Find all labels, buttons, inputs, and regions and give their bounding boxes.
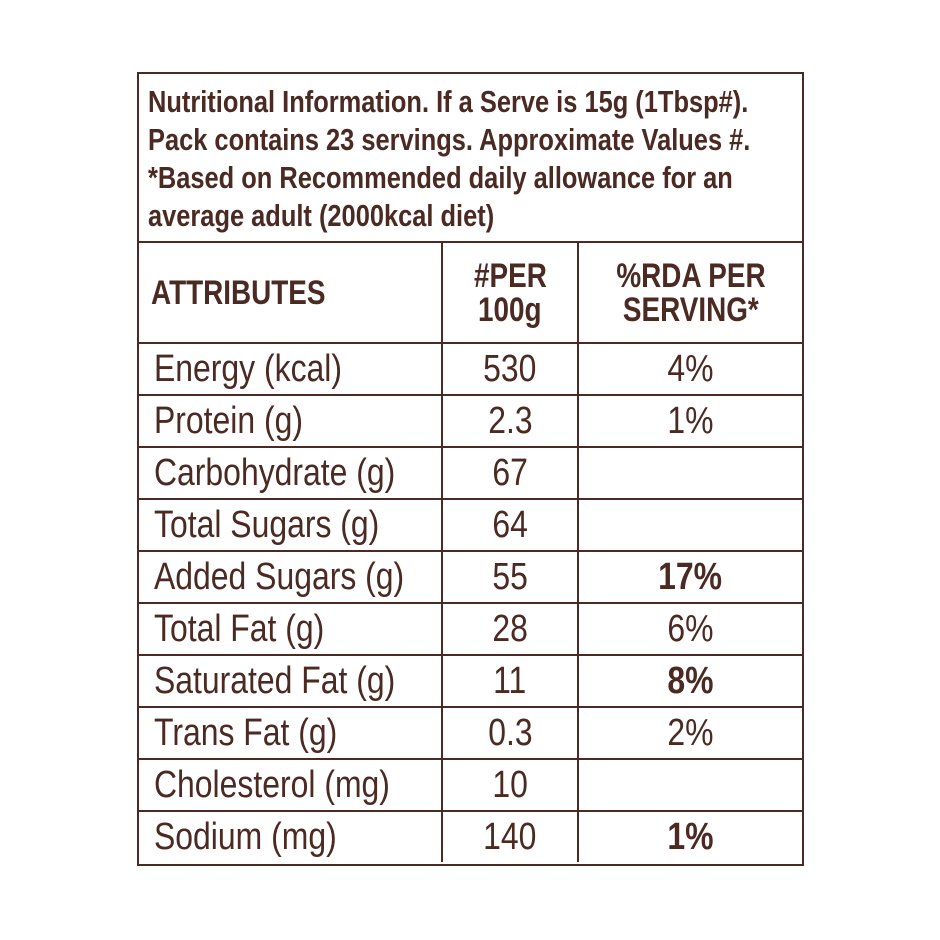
nutrient-name: Carbohydrate (g) [139, 446, 443, 500]
nutrient-name: Added Sugars (g) [139, 550, 443, 604]
per-100g-value: 2.3 [441, 394, 579, 448]
rda-per-serving-value [577, 498, 802, 552]
nutrient-name: Total Sugars (g) [139, 498, 443, 552]
per-100g-value: 64 [441, 498, 579, 552]
header-rda-line2: SERVING* [622, 290, 759, 329]
info-line: Pack contains 23 servings. Approximate V… [148, 122, 751, 157]
nutrition-panel: Nutritional Information. If a Serve is 1… [137, 72, 804, 866]
per-100g-value: 0.3 [441, 706, 579, 760]
per-100g-value: 11 [441, 654, 579, 708]
header-rda-per-serving: %RDA PER SERVING* [577, 243, 802, 344]
rda-per-serving-value: 6% [577, 602, 802, 656]
info-line: *Based on Recommended daily allowance fo… [148, 160, 733, 195]
table-row: Sodium (mg) 140 1% [139, 810, 802, 862]
rda-per-serving-value: 4% [577, 342, 802, 396]
table-header-row: ATTRIBUTES #PER 100g %RDA PER SERVING* [139, 243, 802, 344]
table-row: Protein (g) 2.3 1% [139, 394, 802, 448]
per-100g-value: 10 [441, 758, 579, 812]
nutrient-name: Total Fat (g) [139, 602, 443, 656]
rda-per-serving-value [577, 446, 802, 500]
info-line: Nutritional Information. If a Serve is 1… [148, 84, 749, 119]
nutrient-name: Sodium (mg) [139, 810, 443, 862]
table-row: Energy (kcal) 530 4% [139, 342, 802, 396]
per-100g-value: 67 [441, 446, 579, 500]
header-per-100g-line2: 100g [478, 290, 542, 329]
nutrient-name: Cholesterol (mg) [139, 758, 443, 812]
nutrient-name: Saturated Fat (g) [139, 654, 443, 708]
rda-per-serving-value [577, 758, 802, 812]
header-rda-line1: %RDA PER [615, 256, 766, 295]
per-100g-value: 140 [441, 810, 579, 862]
table-row: Total Sugars (g) 64 [139, 498, 802, 552]
table-row: Cholesterol (mg) 10 [139, 758, 802, 812]
table-row: Saturated Fat (g) 11 8% [139, 654, 802, 708]
info-line: average adult (2000kcal diet) [148, 198, 495, 233]
per-100g-value: 530 [441, 342, 579, 396]
header-per-100g-line1: #PER [473, 256, 547, 295]
per-100g-value: 55 [441, 550, 579, 604]
nutrient-name: Trans Fat (g) [139, 706, 443, 760]
nutrition-info-note: Nutritional Information. If a Serve is 1… [139, 74, 802, 243]
rda-per-serving-value: 17% [577, 550, 802, 604]
table-row: Carbohydrate (g) 67 [139, 446, 802, 500]
table-row: Total Fat (g) 28 6% [139, 602, 802, 656]
nutrient-name: Protein (g) [139, 394, 443, 448]
header-per-100g: #PER 100g [441, 243, 579, 344]
rda-per-serving-value: 1% [577, 810, 802, 862]
rda-per-serving-value: 1% [577, 394, 802, 448]
table-row: Added Sugars (g) 55 17% [139, 550, 802, 604]
per-100g-value: 28 [441, 602, 579, 656]
header-attributes: ATTRIBUTES [139, 243, 443, 344]
nutrient-name: Energy (kcal) [139, 342, 443, 396]
rda-per-serving-value: 2% [577, 706, 802, 760]
rda-per-serving-value: 8% [577, 654, 802, 708]
table-row: Trans Fat (g) 0.3 2% [139, 706, 802, 760]
nutrition-table: ATTRIBUTES #PER 100g %RDA PER SERVING* E… [139, 243, 802, 862]
